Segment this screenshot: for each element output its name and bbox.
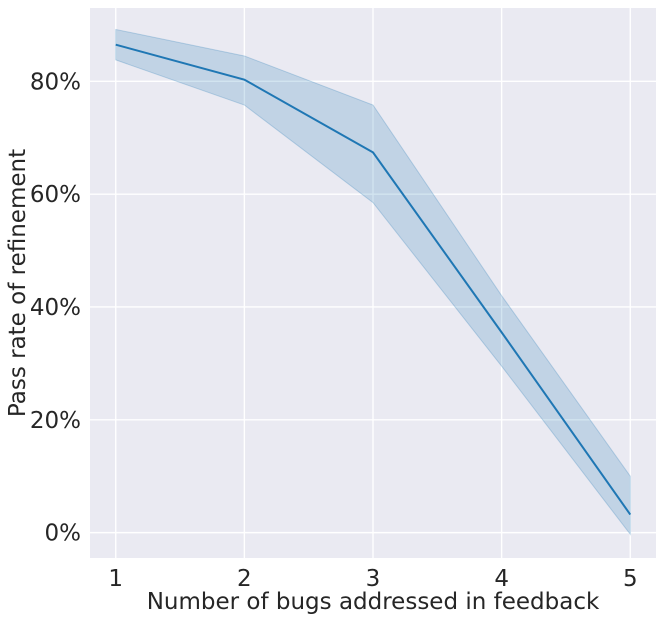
series-line xyxy=(115,43,632,516)
x-tick-labels: 1 2 3 4 5 xyxy=(108,566,637,592)
y-axis-label: Pass rate of refinement xyxy=(5,149,31,417)
series-line-layer xyxy=(115,43,632,516)
confidence-band xyxy=(115,28,631,536)
x-tick-label: 1 xyxy=(108,566,123,592)
y-tick-label: 80% xyxy=(30,69,81,95)
x-tick-label: 4 xyxy=(494,566,509,592)
y-tick-label: 60% xyxy=(30,182,81,208)
x-tick-label: 2 xyxy=(237,566,252,592)
x-tick-label: 5 xyxy=(623,566,638,592)
y-tick-label: 20% xyxy=(30,408,81,434)
x-axis-label: Number of bugs addressed in feedback xyxy=(147,589,600,615)
confidence-band-layer xyxy=(115,28,631,536)
y-tick-label: 40% xyxy=(30,295,81,321)
x-tick-label: 3 xyxy=(366,566,381,592)
y-tick-label: 0% xyxy=(45,521,82,547)
y-tick-labels: 0% 20% 40% 60% 80% xyxy=(30,69,81,546)
grid-lines xyxy=(90,8,656,558)
